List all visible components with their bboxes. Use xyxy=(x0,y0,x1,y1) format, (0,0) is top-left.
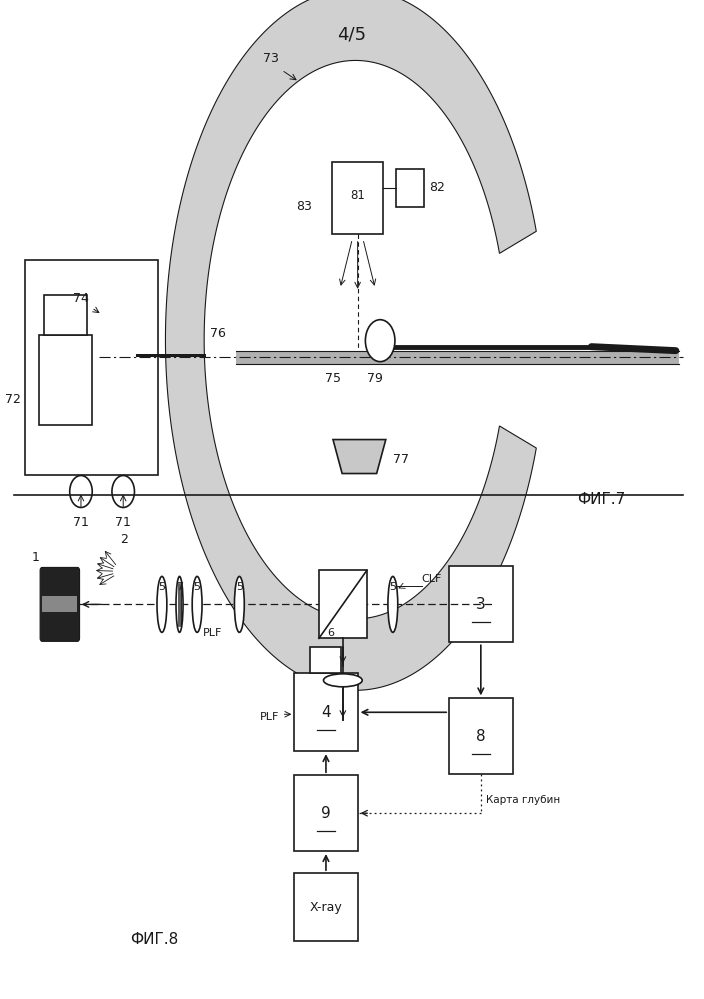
Text: 79: 79 xyxy=(367,372,384,385)
Text: PLF: PLF xyxy=(203,628,222,638)
Text: 71: 71 xyxy=(115,516,131,529)
Text: 75: 75 xyxy=(325,372,341,385)
Text: ФИГ.8: ФИГ.8 xyxy=(130,931,179,947)
FancyBboxPatch shape xyxy=(40,567,80,641)
Text: ФИГ.7: ФИГ.7 xyxy=(577,492,626,506)
Text: 74: 74 xyxy=(73,292,89,305)
FancyBboxPatch shape xyxy=(42,596,77,612)
FancyBboxPatch shape xyxy=(396,169,424,207)
Text: 2: 2 xyxy=(120,533,128,546)
Text: 4/5: 4/5 xyxy=(337,26,367,44)
Polygon shape xyxy=(333,440,386,474)
FancyBboxPatch shape xyxy=(449,698,513,774)
Ellipse shape xyxy=(324,674,363,687)
Text: 71: 71 xyxy=(73,516,89,529)
Ellipse shape xyxy=(192,576,202,632)
Text: 7: 7 xyxy=(176,582,183,592)
FancyBboxPatch shape xyxy=(39,335,92,425)
FancyBboxPatch shape xyxy=(332,162,383,234)
FancyBboxPatch shape xyxy=(294,873,358,941)
FancyBboxPatch shape xyxy=(236,351,679,364)
Text: 76: 76 xyxy=(210,327,226,340)
FancyBboxPatch shape xyxy=(294,775,358,851)
Text: PLF: PLF xyxy=(259,712,279,722)
Circle shape xyxy=(365,320,395,362)
FancyBboxPatch shape xyxy=(310,647,341,673)
FancyBboxPatch shape xyxy=(44,295,87,335)
Text: 4: 4 xyxy=(321,704,331,720)
Text: 8: 8 xyxy=(476,728,486,744)
Text: 9: 9 xyxy=(321,805,331,821)
Text: 5: 5 xyxy=(158,582,165,592)
Polygon shape xyxy=(165,0,536,690)
Ellipse shape xyxy=(388,576,398,632)
Text: 81: 81 xyxy=(350,189,365,203)
Text: CLF: CLF xyxy=(422,574,441,584)
Text: 6: 6 xyxy=(327,628,334,638)
Text: 5: 5 xyxy=(194,582,201,592)
Ellipse shape xyxy=(234,576,244,632)
Text: 82: 82 xyxy=(429,181,446,195)
Text: 1: 1 xyxy=(31,551,39,564)
FancyBboxPatch shape xyxy=(25,260,158,475)
Text: 83: 83 xyxy=(296,200,312,214)
FancyBboxPatch shape xyxy=(294,673,358,751)
Ellipse shape xyxy=(176,576,183,632)
Text: 72: 72 xyxy=(5,393,21,407)
Text: X-ray: X-ray xyxy=(310,900,342,914)
FancyBboxPatch shape xyxy=(319,570,367,638)
Text: 5: 5 xyxy=(389,582,396,592)
Text: 5: 5 xyxy=(236,582,243,592)
Text: 77: 77 xyxy=(393,453,409,467)
Text: 3: 3 xyxy=(476,596,486,612)
Text: 73: 73 xyxy=(263,52,279,65)
Ellipse shape xyxy=(157,576,167,632)
Text: Карта глубин: Карта глубин xyxy=(486,795,560,805)
FancyBboxPatch shape xyxy=(449,566,513,642)
